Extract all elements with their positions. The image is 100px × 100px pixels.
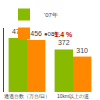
svg-text:'07年: '07年 bbox=[44, 12, 58, 18]
svg-text:372: 372 bbox=[58, 39, 70, 46]
svg-text:10km以上の道: 10km以上の道 bbox=[57, 93, 89, 99]
svg-text:456: 456 bbox=[30, 30, 42, 37]
svg-text:472: 472 bbox=[11, 28, 24, 36]
svg-text:●08年: ●08年 bbox=[44, 31, 60, 37]
svg-text:通過台数（万台/日）: 通過台数（万台/日） bbox=[4, 93, 50, 99]
svg-text:310: 310 bbox=[76, 47, 88, 54]
svg-text:-1.4 %: -1.4 % bbox=[52, 31, 73, 38]
